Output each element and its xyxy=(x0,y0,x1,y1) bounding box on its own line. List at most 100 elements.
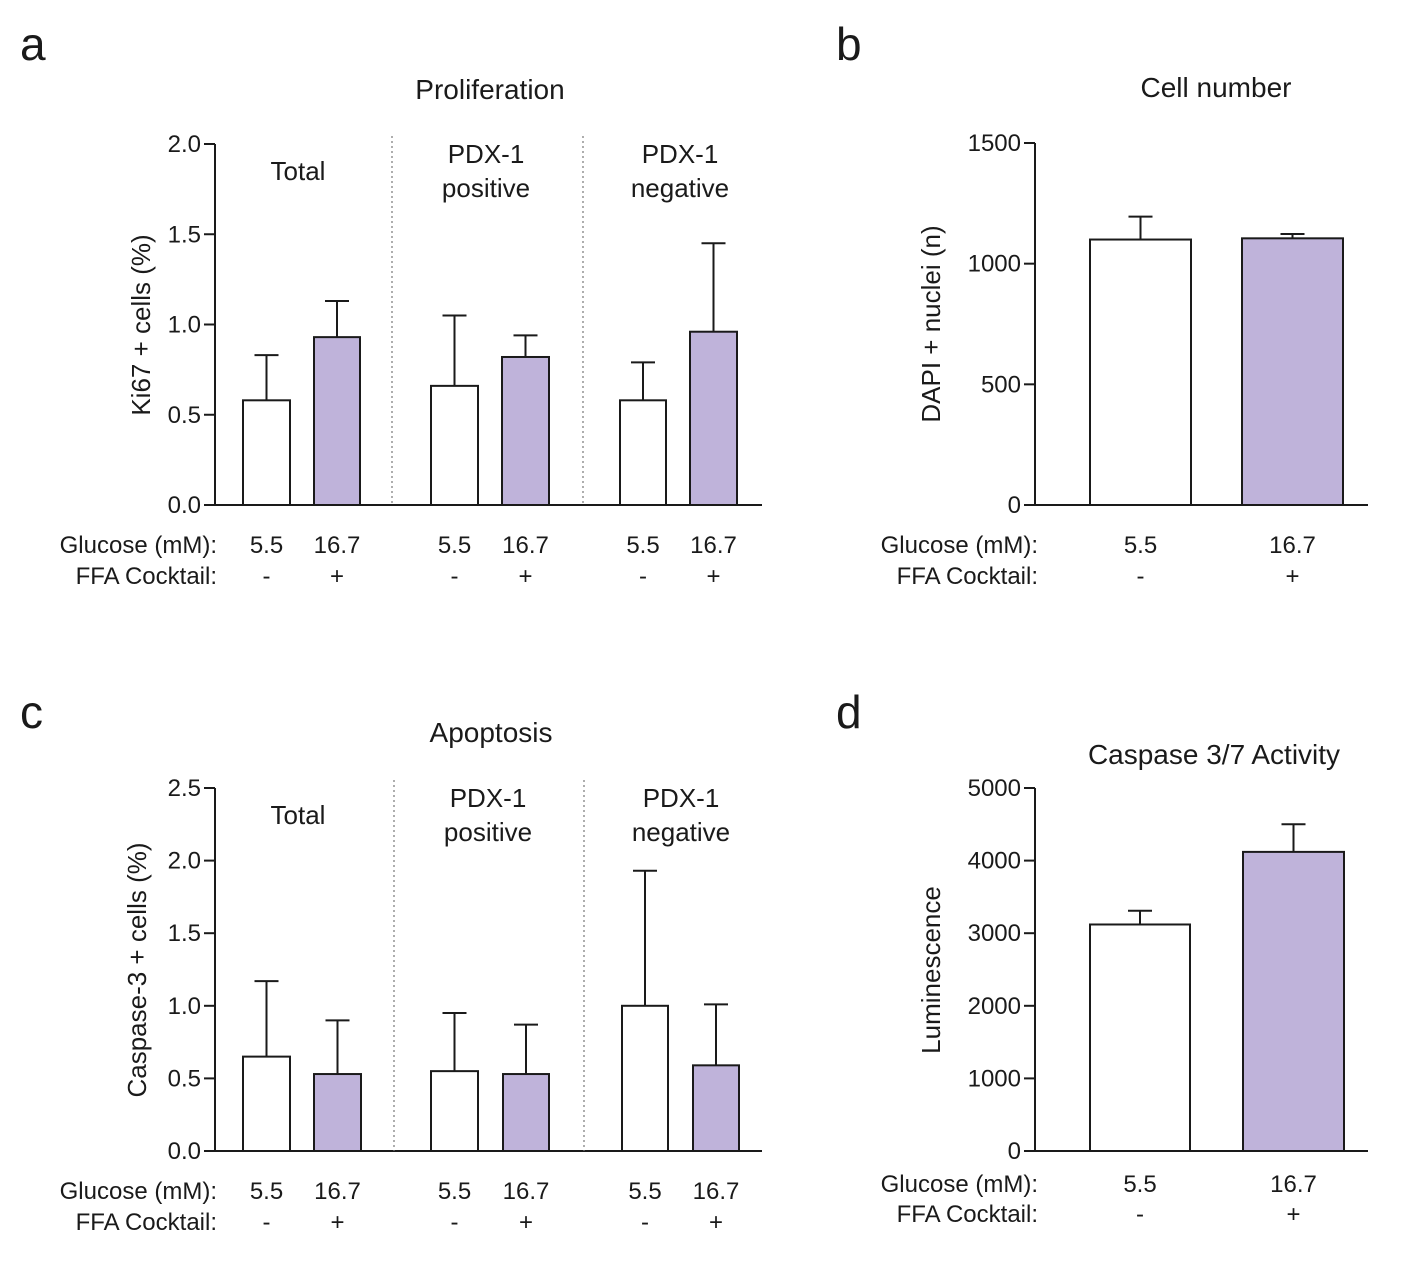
glucose-row-label: Glucose (mM): xyxy=(60,532,217,559)
chart-title: Apoptosis xyxy=(430,717,553,748)
y-tick-label: 2000 xyxy=(968,993,1021,1020)
y-tick-label: 500 xyxy=(981,371,1021,398)
ffa-value: - xyxy=(451,563,459,590)
group-label: positive xyxy=(442,173,530,203)
glucose-row-label: Glucose (mM): xyxy=(881,532,1038,559)
bar xyxy=(313,1073,362,1152)
glucose-value: 16.7 xyxy=(502,532,549,559)
chart-title: Cell number xyxy=(1141,72,1292,103)
panel-d: d Caspase 3/7 Activity Luminescence 0 1000 20… xyxy=(836,686,1368,1228)
glucose-value: 5.5 xyxy=(626,532,659,559)
bar xyxy=(1089,923,1191,1152)
bar xyxy=(621,1004,669,1152)
ffa-value: - xyxy=(1136,1201,1144,1228)
bar xyxy=(502,1073,550,1152)
ffa-value: + xyxy=(706,563,720,590)
y-tick-label: 2.0 xyxy=(168,848,201,875)
group-label: PDX-1 xyxy=(643,783,720,813)
bar xyxy=(1242,850,1345,1152)
group-label: PDX-1 xyxy=(642,139,719,169)
y-tick-label: 1.0 xyxy=(168,993,201,1020)
ffa-value: - xyxy=(641,1209,649,1236)
ffa-value: + xyxy=(330,1209,344,1236)
glucose-value: 16.7 xyxy=(1269,532,1316,559)
bar xyxy=(430,384,479,506)
bar xyxy=(430,1070,479,1153)
glucose-value: 5.5 xyxy=(438,532,471,559)
bar xyxy=(619,399,667,506)
glucose-value: 5.5 xyxy=(250,1178,283,1205)
chart-title: Proliferation xyxy=(415,74,564,105)
y-tick-label: 1.0 xyxy=(168,312,201,339)
group-label: negative xyxy=(631,173,729,203)
panel-c: c Apoptosis Caspase-3 + cells (%) 0.0 0.5 1.0… xyxy=(20,686,762,1236)
ffa-row-label: FFA Cocktail: xyxy=(76,1209,217,1236)
y-axis-label: Luminescence xyxy=(916,886,946,1054)
ffa-row-label: FFA Cocktail: xyxy=(897,1201,1038,1228)
panel-letter: b xyxy=(836,18,862,70)
y-tick-label: 1000 xyxy=(968,251,1021,278)
glucose-value: 16.7 xyxy=(314,1178,361,1205)
ffa-value: - xyxy=(639,563,647,590)
bar xyxy=(692,1064,740,1153)
ffa-row-label: FFA Cocktail: xyxy=(897,563,1038,590)
y-tick-label: 1.5 xyxy=(168,221,201,248)
panel-b: b Cell number DAPI + nuclei (n) 0 500 1000 150… xyxy=(836,18,1368,590)
bar xyxy=(689,330,738,506)
y-tick-label: 1500 xyxy=(968,130,1021,157)
glucose-row-label: Glucose (mM): xyxy=(881,1171,1038,1198)
glucose-value: 16.7 xyxy=(690,532,737,559)
y-tick-label: 0.5 xyxy=(168,402,201,429)
group-label: PDX-1 xyxy=(450,783,527,813)
y-tick-label: 0 xyxy=(1008,492,1021,519)
y-axis-label: DAPI + nuclei (n) xyxy=(916,225,946,422)
group-label: Total xyxy=(271,800,326,830)
glucose-value: 5.5 xyxy=(628,1178,661,1205)
ffa-value: + xyxy=(1286,1201,1300,1228)
bar xyxy=(501,355,550,506)
glucose-row-label: Glucose (mM): xyxy=(60,1178,217,1205)
glucose-value: 5.5 xyxy=(438,1178,471,1205)
glucose-value: 16.7 xyxy=(1270,1171,1317,1198)
bar xyxy=(1089,238,1192,507)
y-tick-label: 3000 xyxy=(968,920,1021,947)
ffa-value: + xyxy=(709,1209,723,1236)
bar xyxy=(242,399,291,506)
y-tick-label: 0.0 xyxy=(168,492,201,519)
ffa-value: - xyxy=(451,1209,459,1236)
panel-letter: c xyxy=(20,686,43,738)
bar xyxy=(242,1055,291,1152)
y-tick-label: 2.5 xyxy=(168,775,201,802)
bar xyxy=(1241,237,1344,506)
ffa-value: + xyxy=(330,563,344,590)
glucose-value: 16.7 xyxy=(314,532,361,559)
glucose-value: 16.7 xyxy=(693,1178,740,1205)
glucose-value: 5.5 xyxy=(1124,532,1157,559)
y-tick-label: 1000 xyxy=(968,1065,1021,1092)
y-axis-label: Caspase-3 + cells (%) xyxy=(122,842,152,1097)
y-tick-label: 0 xyxy=(1008,1138,1021,1165)
ffa-value: + xyxy=(519,1209,533,1236)
ffa-value: + xyxy=(1285,563,1299,590)
group-label: PDX-1 xyxy=(448,139,525,169)
y-tick-label: 1.5 xyxy=(168,920,201,947)
y-tick-label: 0.0 xyxy=(168,1138,201,1165)
group-label: positive xyxy=(444,817,532,847)
y-tick-label: 4000 xyxy=(968,848,1021,875)
panel-a: a Proliferation Ki67 + cells (%) 0.0 0.5 1.0 1… xyxy=(20,18,762,590)
chart-title: Caspase 3/7 Activity xyxy=(1088,739,1340,770)
glucose-value: 16.7 xyxy=(503,1178,550,1205)
y-tick-label: 2.0 xyxy=(168,131,201,158)
y-tick-label: 0.5 xyxy=(168,1065,201,1092)
glucose-value: 5.5 xyxy=(1123,1171,1156,1198)
bar xyxy=(313,336,361,507)
ffa-value: - xyxy=(263,563,271,590)
ffa-value: + xyxy=(518,563,532,590)
group-label: Total xyxy=(271,156,326,186)
y-axis-label: Ki67 + cells (%) xyxy=(126,234,156,415)
glucose-value: 5.5 xyxy=(250,532,283,559)
y-tick-label: 5000 xyxy=(968,775,1021,802)
ffa-value: - xyxy=(1137,563,1145,590)
ffa-value: - xyxy=(263,1209,271,1236)
